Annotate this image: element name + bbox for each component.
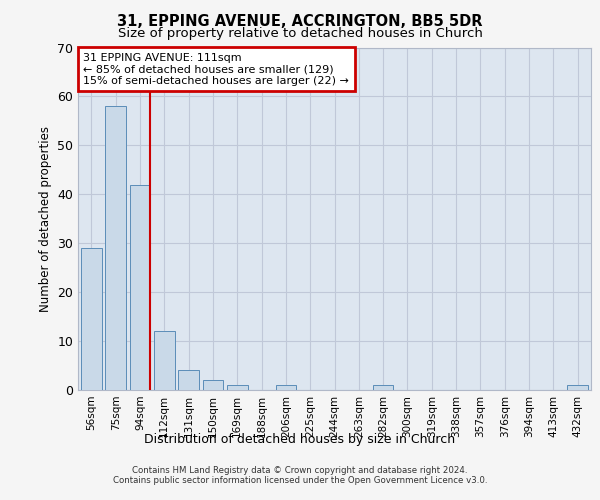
Bar — [81, 248, 102, 390]
Bar — [203, 380, 223, 390]
Bar — [106, 106, 126, 390]
Text: 31, EPPING AVENUE, ACCRINGTON, BB5 5DR: 31, EPPING AVENUE, ACCRINGTON, BB5 5DR — [117, 14, 483, 29]
Text: Size of property relative to detached houses in Church: Size of property relative to detached ho… — [118, 28, 482, 40]
Y-axis label: Number of detached properties: Number of detached properties — [38, 126, 52, 312]
Bar — [130, 184, 151, 390]
Text: Contains HM Land Registry data © Crown copyright and database right 2024.
Contai: Contains HM Land Registry data © Crown c… — [113, 466, 487, 485]
Bar — [178, 370, 199, 390]
Bar — [154, 332, 175, 390]
Text: Distribution of detached houses by size in Church: Distribution of detached houses by size … — [145, 432, 455, 446]
Bar — [373, 385, 394, 390]
Bar — [275, 385, 296, 390]
Text: 31 EPPING AVENUE: 111sqm
← 85% of detached houses are smaller (129)
15% of semi-: 31 EPPING AVENUE: 111sqm ← 85% of detach… — [83, 52, 349, 86]
Bar — [567, 385, 588, 390]
Bar — [227, 385, 248, 390]
